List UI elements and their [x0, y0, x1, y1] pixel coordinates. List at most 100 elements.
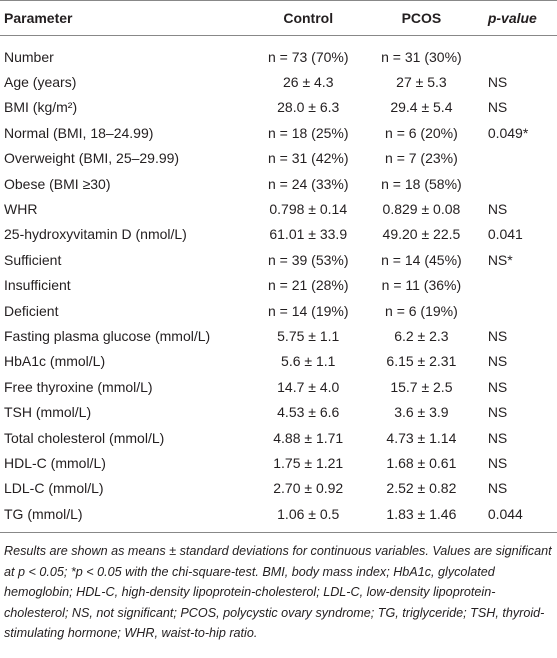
table-cell: 4.88 ± 1.71 — [273, 429, 344, 446]
table-cell: HDL-C (mmol/L) — [4, 454, 106, 471]
table-cell: HbA1c (mmol/L) — [4, 353, 106, 370]
table-row: Free thyroxine (mmol/L) 14.7 ± 4.0 15.7 ± … — [0, 374, 557, 399]
table-cell: NS — [487, 353, 508, 370]
table-cell — [474, 273, 557, 298]
table-cell: Obese (BMI ≥30) — [4, 175, 111, 192]
table-cell: 0.829 ± 0.08 — [382, 201, 461, 218]
table-cell: 4.53 ± 6.6 — [277, 404, 340, 421]
table-row: TG (mmol/L) 1.06 ± 0.5 1.83 ± 1.46 0.044 — [0, 501, 557, 534]
table-cell: 2.52 ± 0.82 — [386, 480, 457, 497]
table-header: Parameter Control PCOS p-value — [0, 0, 557, 36]
table-cell: 1.75 ± 1.21 — [273, 454, 344, 471]
table-cell: 0.049* — [487, 124, 529, 141]
table-row: Insufficient n = 21 (28%) n = 11 (36%) — [0, 273, 557, 298]
footnote: Results are shown as means ± standard de… — [4, 544, 552, 641]
table-cell: 0.041 — [487, 226, 523, 243]
table-cell: NS — [487, 74, 508, 91]
data-table: Parameter Control PCOS p-value Number n = 73… — [0, 0, 557, 534]
table-cell: WHR — [4, 201, 38, 218]
table-row: 25-hydroxyvitamin D (nmol/L) 61.01 ± 33.9… — [0, 222, 557, 247]
table-cell: TG (mmol/L) — [0, 501, 248, 534]
table-cell: 5.6 ± 1.1 — [281, 353, 336, 370]
table-row: BMI (kg/m²) 28.0 ± 6.3 29.4 ± 5.4 NS — [0, 95, 557, 120]
table-cell: 5.75 ± 1.1 — [277, 327, 340, 344]
table-cell: Age (years) — [4, 74, 77, 91]
table-cell: 0.044 — [473, 501, 557, 534]
table-cell: NS — [487, 429, 508, 446]
table-cell: Total cholesterol (mmol/L) — [4, 429, 165, 446]
table-cell — [474, 36, 557, 70]
table-cell: n = 73 (70%) — [267, 48, 349, 65]
table-cell: NS* — [487, 251, 513, 268]
table-cell: n = 18 (25%) — [267, 124, 349, 141]
table-cell: 29.4 ± 5.4 — [390, 99, 453, 116]
table-cell: n = 6 (20%) — [385, 124, 458, 141]
table-cell: 25-hydroxyvitamin D (nmol/L) — [4, 226, 187, 243]
table-cell: BMI (kg/m²) — [4, 99, 78, 116]
header-row: Parameter Control PCOS p-value — [0, 0, 557, 36]
table-cell: n = 11 (36%) — [381, 277, 462, 294]
table-cell: 49.20 ± 22.5 — [382, 226, 461, 243]
table-cell: Insufficient — [4, 277, 71, 294]
table-cell: 0.798 ± 0.14 — [269, 201, 348, 218]
table-row: Sufficient n = 39 (53%) n = 14 (45%) NS* — [0, 247, 557, 272]
table-cell: 2.70 ± 0.92 — [273, 480, 344, 497]
header-cell: p-value — [473, 0, 557, 36]
table-cell: 26 ± 4.3 — [282, 74, 334, 91]
table-cell: NS — [487, 454, 508, 471]
table-cell: 1.68 ± 0.61 — [386, 454, 457, 471]
table-row: LDL-C (mmol/L) 2.70 ± 0.92 2.52 ± 0.82 NS — [0, 476, 557, 501]
table-row: HbA1c (mmol/L) 5.6 ± 1.1 6.15 ± 2.31 NS — [0, 349, 557, 374]
table-cell: n = 21 (28%) — [267, 277, 349, 294]
table-cell: NS — [487, 480, 508, 497]
table-row: Fasting plasma glucose (mmol/L) 5.75 ± 1.… — [0, 323, 557, 348]
table-cell — [474, 146, 557, 171]
table-row: Normal (BMI, 18–24.99) n = 18 (25%) n = 6 … — [0, 120, 557, 145]
table-body: Number n = 73 (70%) n = 31 (30%) Age (years… — [0, 36, 557, 534]
table-cell: 27 ± 5.3 — [396, 74, 447, 91]
table-cell: Normal (BMI, 18–24.99) — [4, 124, 154, 141]
table-cell: Number — [4, 48, 54, 65]
table-row: WHR 0.798 ± 0.14 0.829 ± 0.08 NS — [0, 196, 557, 221]
table-cell: n = 18 (58%) — [381, 175, 462, 192]
table-row: Number n = 73 (70%) n = 31 (30%) — [0, 36, 557, 70]
table-cell: n = 24 (33%) — [267, 175, 349, 192]
table-cell: 1.83 ± 1.46 — [369, 501, 474, 534]
table-cell: NS — [487, 99, 508, 116]
table-cell: Overweight (BMI, 25–29.99) — [4, 150, 180, 167]
table-cell: 15.7 ± 2.5 — [390, 378, 453, 395]
table-cell: 14.7 ± 4.0 — [277, 378, 340, 395]
table-cell — [474, 171, 557, 196]
table-cell: 4.73 ± 1.14 — [386, 429, 457, 446]
table-row: Overweight (BMI, 25–29.99) n = 31 (42%) n … — [0, 146, 557, 171]
table-row: Deficient n = 14 (19%) n = 6 (19%) — [0, 298, 557, 323]
table-cell: n = 39 (53%) — [267, 251, 349, 268]
table-cell: n = 7 (23%) — [385, 150, 458, 167]
table-cell: 61.01 ± 33.9 — [269, 226, 348, 243]
table-cell: 6.15 ± 2.31 — [386, 353, 457, 370]
table-cell: Fasting plasma glucose (mmol/L) — [4, 327, 211, 344]
table-row: TSH (mmol/L) 4.53 ± 6.6 3.6 ± 3.9 NS — [0, 399, 557, 424]
table-cell: LDL-C (mmol/L) — [4, 480, 104, 497]
table-cell: Sufficient — [4, 251, 62, 268]
table-cell: NS — [487, 378, 508, 395]
table-cell: Free thyroxine (mmol/L) — [4, 378, 153, 395]
table-cell: NS — [487, 404, 508, 421]
table-cell: TSH (mmol/L) — [4, 404, 92, 421]
table-cell: 1.06 ± 0.5 — [247, 501, 369, 534]
table-cell: NS — [487, 201, 508, 218]
table-cell — [474, 298, 557, 323]
table-row: Total cholesterol (mmol/L) 4.88 ± 1.71 4.7… — [0, 425, 557, 450]
table-cell: NS — [487, 327, 508, 344]
table-cell: n = 6 (19%) — [385, 302, 458, 319]
table-cell: n = 14 (19%) — [267, 302, 349, 319]
table-cell: n = 31 (42%) — [267, 150, 349, 167]
header-cell: Control — [247, 0, 369, 36]
table-cell: 3.6 ± 3.9 — [394, 404, 449, 421]
header-cell: PCOS — [369, 0, 474, 36]
table-cell: n = 31 (30%) — [381, 48, 462, 65]
table-cell: 6.2 ± 2.3 — [394, 327, 449, 344]
header-cell: Parameter — [0, 0, 248, 36]
table-cell: 28.0 ± 6.3 — [277, 99, 340, 116]
